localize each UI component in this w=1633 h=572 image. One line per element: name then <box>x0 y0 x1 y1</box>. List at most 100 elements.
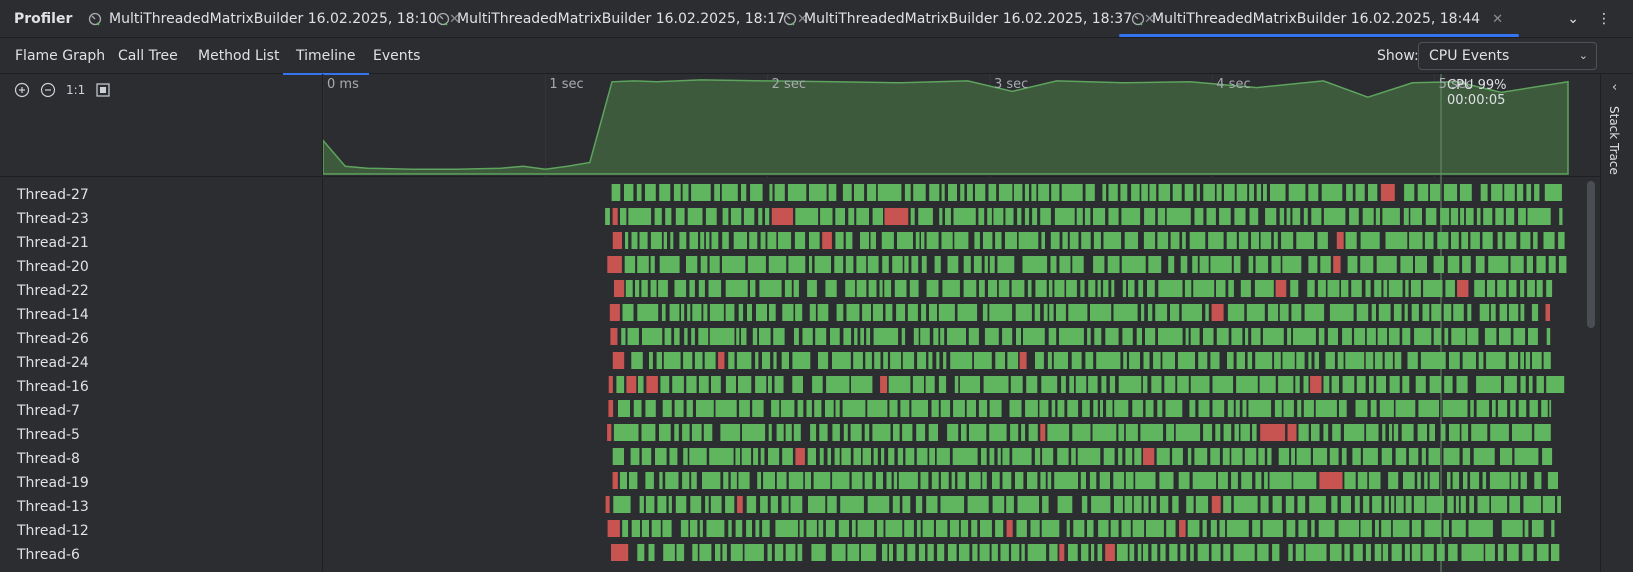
running-segment <box>637 544 645 561</box>
thread-name[interactable]: Thread-27 <box>17 187 89 203</box>
running-segment <box>832 352 851 369</box>
running-segment <box>1129 352 1140 369</box>
running-segment <box>1442 400 1468 417</box>
running-segment <box>1141 304 1145 321</box>
running-segment <box>1097 280 1101 297</box>
blocked-segment <box>1457 280 1469 297</box>
zoom-in-icon[interactable] <box>14 82 30 98</box>
session-tab-1[interactable]: MultiThreadedMatrixBuilder 16.02.2025, 1… <box>88 0 460 38</box>
running-segment <box>645 496 655 513</box>
thread-name[interactable]: Thread-7 <box>17 403 80 419</box>
stack-trace-tab[interactable]: Stack Trace <box>1607 106 1621 175</box>
thread-name[interactable]: Thread-14 <box>17 307 89 323</box>
zoom-out-icon[interactable] <box>40 82 56 98</box>
running-segment <box>1332 424 1341 441</box>
vertical-scrollbar[interactable] <box>1587 181 1595 328</box>
running-segment <box>1338 520 1359 537</box>
running-segment <box>1331 376 1339 393</box>
running-segment <box>1021 424 1026 441</box>
running-segment <box>1559 208 1563 225</box>
running-segment <box>943 352 947 369</box>
thread-name[interactable]: Thread-20 <box>17 259 89 275</box>
chevron-left-icon[interactable]: ‹ <box>1612 80 1618 95</box>
tab-timeline[interactable]: Timeline <box>283 38 368 75</box>
blocked-segment <box>1006 520 1013 537</box>
running-segment <box>1311 520 1315 537</box>
thread-name[interactable]: Thread-8 <box>17 451 80 467</box>
close-icon[interactable]: ✕ <box>797 11 809 27</box>
session-tab-4[interactable]: MultiThreadedMatrixBuilder 16.02.2025, 1… <box>1118 0 1520 38</box>
blocked-segment <box>612 472 618 489</box>
chevron-down-icon[interactable]: ⌄ <box>1567 11 1579 27</box>
running-segment <box>665 472 679 489</box>
running-segment <box>1010 376 1023 393</box>
zoom-reset-button[interactable]: 1:1 <box>66 83 86 97</box>
tab-events[interactable]: Events <box>373 48 421 64</box>
running-segment <box>1402 376 1410 393</box>
running-segment <box>1288 184 1306 201</box>
running-segment <box>1022 256 1048 273</box>
tab-method-list[interactable]: Method List <box>198 48 280 64</box>
running-segment <box>911 256 919 273</box>
running-segment <box>1346 184 1353 201</box>
running-segment <box>893 424 900 441</box>
running-segment <box>769 304 776 321</box>
running-segment <box>1329 304 1354 321</box>
more-options-icon[interactable]: ⋮ <box>1597 11 1611 27</box>
running-segment <box>1249 208 1259 225</box>
thread-name[interactable]: Thread-24 <box>17 355 89 371</box>
close-icon[interactable]: ✕ <box>1492 11 1504 27</box>
running-segment <box>1362 448 1378 465</box>
running-segment <box>709 328 735 345</box>
blocked-segment <box>1211 304 1224 321</box>
thread-name[interactable]: Thread-16 <box>17 379 89 395</box>
running-segment <box>1016 520 1027 537</box>
thread-name[interactable]: Thread-21 <box>17 235 89 251</box>
running-segment <box>1353 544 1363 561</box>
thread-name[interactable]: Thread-5 <box>17 427 80 443</box>
running-segment <box>1034 448 1041 465</box>
running-segment <box>1047 352 1052 369</box>
running-segment <box>711 232 719 249</box>
running-segment <box>648 544 655 561</box>
tab-call-tree[interactable]: Call Tree <box>118 48 178 64</box>
running-segment <box>706 520 725 537</box>
running-segment <box>1507 544 1519 561</box>
running-segment <box>1317 280 1326 297</box>
thread-lanes[interactable] <box>323 177 1587 572</box>
thread-name[interactable]: Thread-22 <box>17 283 89 299</box>
running-segment <box>842 400 866 417</box>
running-segment <box>959 544 970 561</box>
running-segment <box>1482 232 1493 249</box>
session-tab-2[interactable]: MultiThreadedMatrixBuilder 16.02.2025, 1… <box>436 0 808 38</box>
running-segment <box>1474 280 1485 297</box>
running-segment <box>1041 376 1058 393</box>
running-segment <box>1223 424 1232 441</box>
running-segment <box>1546 280 1553 297</box>
running-segment <box>940 496 965 513</box>
running-segment <box>992 472 1000 489</box>
fit-to-screen-icon[interactable] <box>95 82 111 98</box>
running-segment <box>758 208 763 225</box>
thread-name[interactable]: Thread-19 <box>17 475 89 491</box>
thread-name[interactable]: Thread-12 <box>17 523 89 539</box>
running-segment <box>1403 472 1415 489</box>
thread-name[interactable]: Thread-13 <box>17 499 89 515</box>
thread-name[interactable]: Thread-23 <box>17 211 89 227</box>
thread-name[interactable]: Thread-26 <box>17 331 89 347</box>
thread-name[interactable]: Thread-6 <box>17 547 80 563</box>
running-segment <box>1492 400 1496 417</box>
running-segment <box>1513 328 1526 345</box>
running-segment <box>1233 496 1258 513</box>
session-tab-3[interactable]: MultiThreadedMatrixBuilder 16.02.2025, 1… <box>783 0 1155 38</box>
running-segment <box>979 280 985 297</box>
running-segment <box>1341 448 1347 465</box>
running-segment <box>1433 256 1444 273</box>
show-dropdown[interactable]: CPU Events ⌄ <box>1418 42 1597 70</box>
close-icon[interactable]: ✕ <box>449 11 461 27</box>
close-icon[interactable]: ✕ <box>1144 11 1156 27</box>
running-segment <box>1155 304 1168 321</box>
cpu-usage-chart[interactable] <box>323 74 1588 177</box>
tab-flame-graph[interactable]: Flame Graph <box>15 48 106 64</box>
running-segment <box>691 424 702 441</box>
